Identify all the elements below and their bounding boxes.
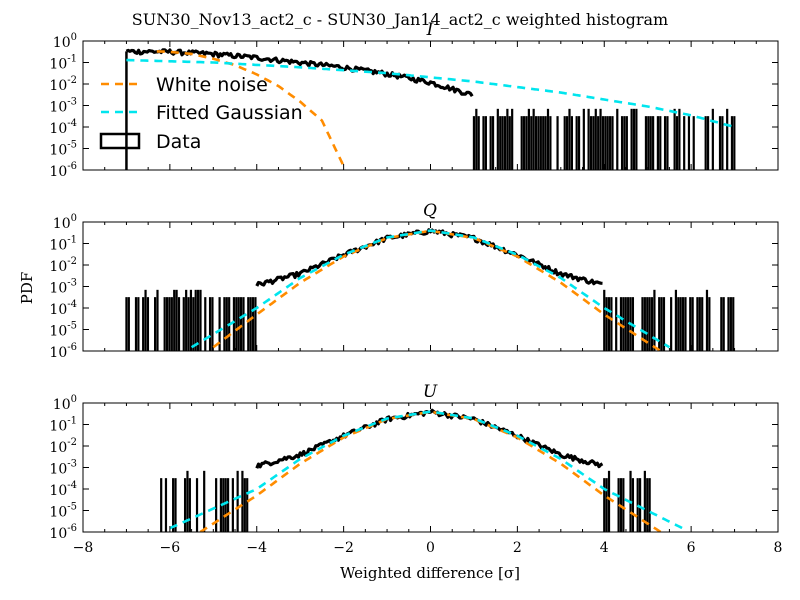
y-tick-label: 100 (53, 394, 77, 413)
x-tick-label: 2 (513, 540, 522, 556)
plot-marks (125, 228, 735, 351)
data-noise-spikes (472, 108, 736, 170)
panel-q: 100 10-1 10-2 10-3 10-4 10-5 10-6 Q (49, 201, 779, 361)
y-tick-label: 10-1 (49, 54, 77, 73)
legend-swatch-data (99, 132, 141, 150)
legend-label: White noise (156, 74, 268, 96)
y-tick-label: 10-6 (49, 342, 77, 361)
y-tick-label: 10-4 (49, 299, 77, 318)
x-tick-label: −2 (333, 540, 354, 556)
y-tick-label: 10-4 (49, 480, 77, 499)
curve-fitted-gaussian (190, 229, 671, 349)
legend-label: Data (156, 131, 201, 153)
y-tick-label: 10-5 (49, 321, 77, 340)
y-tick-label: 10-4 (49, 118, 77, 137)
curve-white-noise (212, 229, 662, 351)
x-tick-label: 4 (600, 540, 609, 556)
panel-u: −8 −6 −4 −2 0 2 4 6 810010-110-210-310-410-510-6… (49, 382, 782, 556)
panels-group: 10010-110-210-310-410-510-6I10010-110-21… (49, 20, 782, 556)
legend-label: Fitted Gaussian (156, 102, 303, 124)
data-histogram-line (125, 48, 474, 98)
y-tick-label: 100 (53, 32, 77, 51)
y-axis-label: PDF (18, 272, 36, 305)
plot-marks (160, 408, 684, 532)
figure-title: SUN30_Nov13_act2_c - SUN30_Jan14_act2_c … (132, 10, 668, 29)
y-tick-label: 10-3 (49, 459, 77, 478)
curve-fitted-gaussian (126, 58, 735, 129)
x-tick-label: −8 (73, 540, 94, 556)
x-tick-label: −6 (160, 540, 181, 556)
y-tick-label: 10-2 (49, 437, 77, 456)
panel-title: Q (423, 201, 437, 221)
data-noise-spikes (125, 289, 735, 351)
plot-marks (125, 48, 736, 170)
y-tick-label: 10-5 (49, 502, 77, 521)
panel-title: U (423, 382, 438, 402)
plot-area (83, 403, 778, 532)
x-tick-label: 6 (687, 540, 696, 556)
legend: White noise Fitted Gaussian Data (99, 74, 303, 153)
y-tick-label: 100 (53, 213, 77, 232)
y-tick-label: 10-6 (49, 161, 77, 180)
y-tick-label: 10-2 (49, 256, 77, 275)
x-tick-label: 0 (426, 540, 435, 556)
curve-fitted-gaussian (169, 410, 684, 530)
y-tick-label: 10-2 (49, 75, 77, 94)
y-tick-label: 10-1 (49, 416, 77, 435)
y-tick-label: 10-3 (49, 278, 77, 297)
y-tick-label: 10-3 (49, 97, 77, 116)
panel-title: I (426, 20, 434, 40)
curve-white-noise (156, 50, 345, 167)
panel-i: 100 10-1 10-2 10-3 10-4 10-5 10-6 I (49, 20, 779, 180)
x-tick-label: −4 (246, 540, 267, 556)
x-tick-label: 8 (774, 540, 783, 556)
y-tick-label: 10-5 (49, 140, 77, 159)
y-tick-label: 10-1 (49, 235, 77, 254)
x-axis-label: Weighted difference [σ] (340, 564, 520, 582)
